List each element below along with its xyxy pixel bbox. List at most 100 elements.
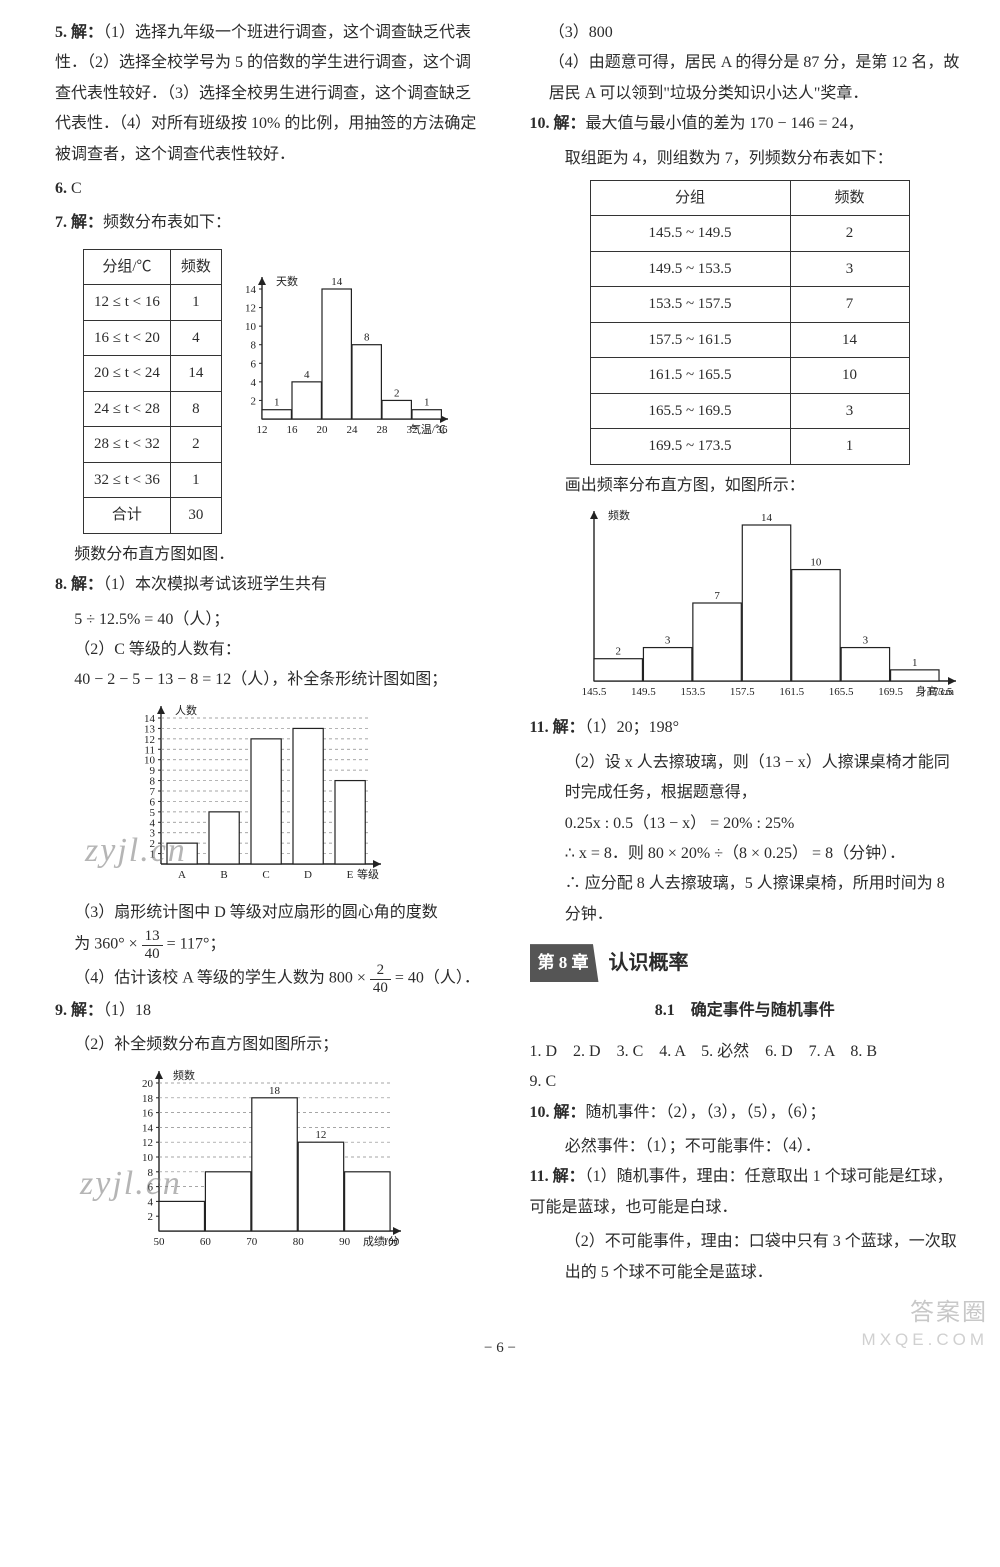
q8-p1b: 5 ÷ 12.5% = 40（人）；	[55, 605, 486, 635]
svg-text:1: 1	[424, 396, 430, 408]
q8-prefix: 解：	[71, 576, 103, 593]
watermark-l1: 答案圈	[862, 1297, 988, 1329]
page-number: − 6 −	[0, 1334, 1000, 1363]
svg-text:2: 2	[394, 387, 400, 399]
q8-p4-prefix: （4）估计该校 A 等级的学生人数为 800 ×	[74, 970, 370, 987]
q7-th0: 分组/℃	[84, 249, 171, 285]
cell: 10	[790, 358, 909, 394]
q8-chart: 1234567891011121314ABCDE人数等级 zyjl.cn	[125, 702, 486, 892]
frac-d: 40	[370, 980, 391, 997]
frac-n: 2	[370, 962, 391, 980]
rq10-main: 10. 解：最大值与最小值的差为 170 − 146 = 24，	[530, 109, 961, 139]
svg-text:频数: 频数	[173, 1068, 195, 1082]
q9-p3: （3）800	[530, 18, 961, 48]
q10-p1: 最大值与最小值的差为 170 − 146 = 24，	[586, 115, 864, 132]
q7-th1: 频数	[170, 249, 221, 285]
svg-text:5: 5	[150, 807, 156, 819]
q10-p2: 取组距为 4，则组数为 7，列频数分布表如下：	[530, 144, 961, 174]
cell: 28 ≤ t < 32	[84, 427, 171, 463]
chapter-tab: 第 8 章	[530, 944, 599, 982]
page-root: 5. 解：（1）选择九年级一个班进行调查，这个调查缺乏代表性．（2）选择全校学号…	[0, 0, 1000, 1328]
cell: 20 ≤ t < 24	[84, 356, 171, 392]
svg-text:10: 10	[245, 321, 257, 333]
cell: 157.5 ~ 161.5	[590, 322, 790, 358]
svg-text:频数: 频数	[608, 508, 630, 522]
cell: 4	[170, 320, 221, 356]
svg-text:14: 14	[761, 512, 773, 524]
cell: 合计	[84, 498, 171, 534]
q6: 6. C	[55, 174, 486, 204]
rq10: 10. 解：随机事件：（2），（3），（5），（6）；	[530, 1098, 961, 1128]
svg-text:70: 70	[246, 1236, 257, 1248]
q7: 7. 解：频数分布表如下：	[55, 208, 486, 238]
q11-prefix: 解：	[553, 719, 585, 736]
cell: 24 ≤ t < 28	[84, 391, 171, 427]
q8-p3b: 为 360° × 1340 = 117°；	[55, 928, 486, 962]
q7-label: 7.	[55, 214, 67, 231]
svg-text:12: 12	[315, 1129, 326, 1141]
svg-text:4: 4	[304, 369, 310, 381]
q10-chart-svg: 237141031145.5149.5153.5157.5161.5165.51…	[560, 507, 960, 707]
q11-p1: （1）20；198°	[585, 719, 679, 736]
q11-p5: ∴ 应分配 8 人去擦玻璃，5 人擦课桌椅，所用时间为 8 分钟．	[530, 869, 961, 930]
svg-text:3: 3	[862, 635, 868, 647]
q5-label: 5.	[55, 24, 67, 41]
svg-text:165.5: 165.5	[828, 686, 853, 698]
cell: 2	[170, 427, 221, 463]
q7-prefix: 解：	[71, 214, 103, 231]
cell: 分组	[590, 180, 790, 216]
q8-p4-suffix: = 40（人）．	[395, 970, 480, 987]
cell: 169.5 ~ 173.5	[590, 429, 790, 465]
svg-text:气温/℃: 气温/℃	[410, 422, 446, 436]
q8: 8. 解：（1）本次模拟考试该班学生共有	[55, 570, 486, 600]
svg-text:B: B	[220, 869, 227, 881]
q10-prefix: 解：	[554, 115, 586, 132]
svg-text:9: 9	[150, 765, 156, 777]
q10-chart: 237141031145.5149.5153.5157.5161.5165.51…	[560, 507, 961, 707]
svg-text:169.5: 169.5	[878, 686, 903, 698]
rq10-p1: 随机事件：（2），（3），（5），（6）；	[586, 1104, 826, 1121]
cell: 7	[790, 287, 909, 323]
q7-chart-svg: 2468101214141482112162024283236天数气温/℃	[232, 273, 452, 443]
rq10-label: 10.	[530, 1104, 550, 1121]
cell: 1	[170, 285, 221, 321]
q9-prefix: 解：	[71, 1002, 103, 1019]
svg-text:等级: 等级	[357, 867, 379, 881]
svg-text:7: 7	[714, 590, 720, 602]
cell: 149.5 ~ 153.5	[590, 251, 790, 287]
svg-text:E: E	[347, 869, 354, 881]
q11-p2: （2）设 x 人去擦玻璃，则（13 − x）人擦课桌椅才能同时完成任务，根据题意…	[530, 748, 961, 809]
svg-text:10: 10	[810, 557, 822, 569]
rq11: 11. 解：（1）随机事件，理由：任意取出 1 个球可能是红球，可能是蓝球，也可…	[530, 1162, 961, 1223]
q10-label: 10.	[530, 115, 550, 132]
cell: 14	[170, 356, 221, 392]
q8-p3a: （3）扇形统计图中 D 等级对应扇形的圆心角的度数	[55, 898, 486, 928]
cell: 3	[790, 393, 909, 429]
watermark-l2: MXQE.COM	[862, 1329, 988, 1352]
q8-label: 8.	[55, 576, 67, 593]
rq11-main: 11. 解：（1）20；198°	[530, 713, 961, 743]
svg-text:20: 20	[316, 424, 328, 436]
rq10-p2: 必然事件：（1）；不可能事件：（4）．	[530, 1132, 961, 1162]
cell: 145.5 ~ 149.5	[590, 216, 790, 252]
svg-text:80: 80	[293, 1236, 305, 1248]
fraction: 1340	[142, 928, 163, 962]
fraction: 240	[370, 962, 391, 996]
rq11-label: 11.	[530, 1168, 549, 1185]
q9: 9. 解：（1）18	[55, 996, 486, 1026]
svg-text:145.5: 145.5	[581, 686, 606, 698]
q8-p3b-prefix: 为 360° ×	[74, 936, 141, 953]
cell: 32 ≤ t < 36	[84, 462, 171, 498]
svg-text:90: 90	[339, 1236, 351, 1248]
svg-text:D: D	[304, 869, 312, 881]
frac-d: 40	[142, 946, 163, 963]
q7-table: 分组/℃频数 12 ≤ t < 161 16 ≤ t < 204 20 ≤ t …	[83, 249, 222, 534]
svg-text:18: 18	[142, 1093, 154, 1105]
q8-p3b-suffix: = 117°；	[167, 936, 226, 953]
svg-text:149.5: 149.5	[631, 686, 656, 698]
svg-text:2: 2	[250, 395, 256, 407]
svg-text:1: 1	[912, 657, 918, 669]
q10-table: 分组频数 145.5 ~ 149.52 149.5 ~ 153.53 153.5…	[590, 180, 910, 465]
svg-text:身高/cm: 身高/cm	[915, 684, 954, 698]
svg-text:成绩/分: 成绩/分	[363, 1235, 399, 1248]
